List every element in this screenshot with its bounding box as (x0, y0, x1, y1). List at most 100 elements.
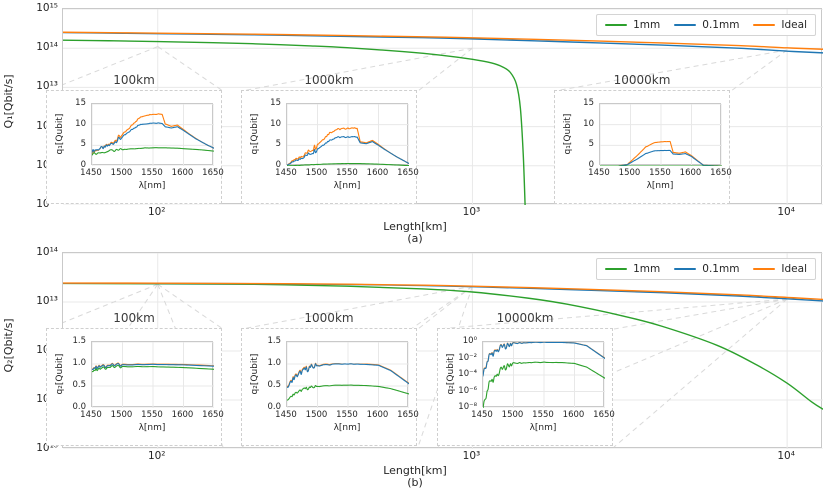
inset-x-axis-label: λ[nm] (333, 423, 361, 433)
legend-color-swatch (674, 268, 697, 270)
inset-x-tick: 1600 (679, 168, 702, 178)
inset-canvas (92, 342, 214, 408)
panel-a-inset-10000km: 10000km 0 5 10 15 1450 1500 1550 1600 1650 q₁[Qub… (554, 73, 732, 204)
panel-a-inset-100km: 100km 0 5 10 15 1450 1500 1550 1600 1650 q₁[Qubit… (46, 73, 224, 204)
legend-item-1mm[interactable]: 1mm (605, 263, 660, 275)
inset-y-tick: 15 (583, 98, 594, 108)
inset-x-tick: 1450 (588, 168, 610, 178)
inset-x-tick: 1450 (275, 168, 297, 178)
panel-b-letter: (b) (407, 476, 423, 489)
inset-x-tick: 1550 (141, 168, 163, 178)
inset-x-tick: 1550 (649, 168, 671, 178)
inset-plot-area (599, 103, 722, 166)
legend-color-swatch (753, 268, 776, 270)
legend-item-Ideal[interactable]: Ideal (753, 19, 807, 31)
x-axis-tick: 10² (147, 206, 166, 218)
legend-label: 1mm (633, 263, 661, 275)
inset-x-axis-label: λ[nm] (138, 181, 166, 191)
legend-item-0-1mm[interactable]: 0.1mm (674, 19, 739, 31)
legend-color-swatch (753, 24, 776, 26)
inset-x-axis-label: λ[nm] (529, 423, 557, 433)
inset-x-tick: 1650 (397, 168, 419, 178)
inset-x-tick: 1650 (202, 410, 224, 420)
legend-color-swatch (605, 24, 628, 26)
inset-x-tick: 1500 (305, 168, 328, 178)
inset-x-tick: 1600 (171, 168, 194, 178)
inset-x-tick: 1500 (501, 410, 524, 420)
y-axis-tick: 10¹³ (36, 295, 58, 307)
inset-x-tick: 1450 (471, 410, 493, 420)
x-axis-tick: 10² (147, 450, 166, 462)
y-axis-tick: 10¹⁴ (36, 246, 58, 258)
inset-y-tick: 0.5 (267, 380, 281, 390)
inset-y-tick: 10⁻⁸ (458, 402, 477, 412)
inset-x-tick: 1450 (80, 410, 102, 420)
inset-y-tick: 0 (275, 160, 281, 170)
inset-y-tick: 0.5 (72, 380, 86, 390)
inset-y-tick: 10 (583, 118, 594, 129)
panel-b: Q₂[Qbit/s] 10¹⁰10¹¹10¹²10¹³10¹⁴ 10²10³10… (0, 244, 830, 489)
inset-x-axis-label: λ[nm] (646, 181, 674, 191)
panel-a-xlabel: Length[km] (383, 220, 447, 233)
legend-label: 1mm (633, 19, 661, 31)
inset-y-tick: 0 (588, 160, 594, 170)
inset-canvas (600, 104, 722, 166)
inset-x-tick: 1600 (366, 168, 389, 178)
panel-b-inset-1000km: 1000km 0.0 0.5 1.0 1.5 1450 1500 1550 1600 1650 q… (241, 311, 419, 446)
x-axis-tick: 10³ (462, 206, 481, 218)
legend-label: 0.1mm (702, 19, 740, 31)
panel-b-xlabel: Length[km] (383, 464, 447, 477)
inset-y-tick: 0.0 (72, 402, 86, 412)
inset-plot-area (91, 103, 214, 166)
inset-x-tick: 1500 (305, 410, 328, 420)
y-axis-tick: 10¹⁵ (36, 2, 58, 14)
panel-a-letter: (a) (407, 232, 423, 245)
legend-label: Ideal (781, 19, 807, 31)
inset-x-tick: 1650 (593, 410, 615, 420)
panel-b-inset-100km: 100km 0.0 0.5 1.0 1.5 1450 1500 1550 1600 1650 q₂… (46, 311, 224, 446)
inset-y-tick: 10⁻² (458, 352, 477, 363)
x-axis-tick: 10⁴ (777, 206, 795, 218)
inset-y-tick: 10⁻⁶ (458, 385, 477, 396)
inset-title: 10000km (496, 311, 554, 325)
inset-x-tick: 1550 (141, 410, 163, 420)
inset-title: 100km (113, 73, 155, 87)
inset-canvas (287, 342, 409, 408)
inset-plot-area (286, 103, 409, 166)
legend-item-1mm[interactable]: 1mm (605, 19, 660, 31)
inset-x-tick: 1650 (710, 168, 732, 178)
y-axis-tick: 10¹³ (36, 80, 58, 93)
x-axis-tick: 10³ (462, 450, 481, 462)
inset-y-tick: 1.0 (267, 358, 281, 368)
panel-b-inset-10000km: 10000km 10⁰ 10⁻² 10⁻⁴ 10⁻⁶ 10⁻⁸ 1450 1500 1550 1… (437, 311, 615, 446)
inset-title: 10000km (613, 73, 671, 87)
inset-title: 1000km (304, 73, 354, 87)
inset-y-tick: 5 (80, 139, 86, 150)
inset-x-tick: 1550 (532, 410, 554, 420)
inset-y-tick: 0 (80, 160, 86, 170)
inset-y-tick: 10 (270, 118, 281, 129)
inset-canvas (92, 104, 214, 166)
legend-item-Ideal[interactable]: Ideal (753, 263, 807, 275)
inset-y-axis-label: q₁[Qubit] (250, 113, 260, 155)
inset-y-axis-label: q₁[Qubit] (563, 113, 573, 155)
legend-item-0-1mm[interactable]: 0.1mm (674, 263, 739, 275)
inset-x-tick: 1650 (202, 168, 224, 178)
legend-color-swatch (674, 24, 697, 26)
inset-x-tick: 1500 (110, 410, 133, 420)
inset-plot-area (286, 341, 409, 408)
inset-plot-area (91, 341, 214, 408)
inset-y-axis-label: q₂[Qubit] (55, 353, 65, 395)
panel-b-xticks: 10² 10³ 10⁴ (62, 448, 822, 466)
inset-x-axis-label: λ[nm] (138, 423, 166, 433)
inset-plot-area (482, 341, 605, 408)
inset-y-tick: 5 (275, 139, 281, 150)
inset-x-tick: 1600 (366, 410, 389, 420)
inset-y-axis-label: q₂[Qubit] (250, 353, 260, 395)
inset-y-tick: 10 (75, 118, 86, 129)
legend-color-swatch (605, 268, 628, 270)
inset-y-tick: 15 (270, 98, 281, 108)
inset-y-tick: 10⁰ (462, 336, 477, 346)
panel-a-canvas (63, 9, 823, 205)
